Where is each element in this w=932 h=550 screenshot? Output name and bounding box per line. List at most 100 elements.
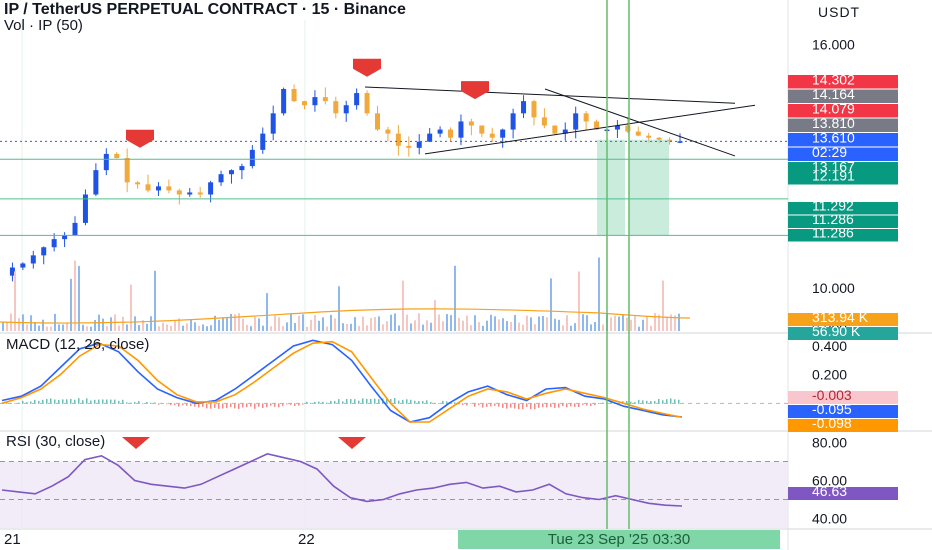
volume-bar <box>226 317 228 331</box>
macd-histogram-bar <box>398 400 400 404</box>
macd-histogram-bar <box>502 403 504 408</box>
macd-histogram-bar <box>30 401 32 404</box>
volume-bar <box>102 318 104 331</box>
macd-histogram-bar <box>626 400 628 404</box>
macd-histogram-bar <box>514 403 516 409</box>
macd-histogram-bar <box>34 399 36 404</box>
volume-bar <box>570 325 572 331</box>
candle-body <box>448 129 454 138</box>
volume-bar <box>418 313 420 331</box>
drawing-tools <box>0 0 788 529</box>
currency-label[interactable]: USDT <box>818 4 861 20</box>
candle-body <box>322 97 328 102</box>
candle-body <box>176 190 182 195</box>
macd-histogram-bar <box>50 398 52 404</box>
volume-bar <box>198 325 200 331</box>
macd-histogram-bar <box>106 399 108 404</box>
volume-bar <box>490 314 492 331</box>
macd-histogram-bar <box>494 403 496 406</box>
volume-bar <box>386 321 388 331</box>
candle-body <box>395 133 401 146</box>
candle-body <box>197 192 203 195</box>
candle-body <box>20 263 26 268</box>
x-axis-label-22: 22 <box>298 531 315 548</box>
volume-bar <box>526 315 528 331</box>
macd-histogram-bar <box>550 403 552 407</box>
volume-bar <box>106 326 108 331</box>
volume-bar <box>462 320 464 331</box>
volume-bar <box>246 324 248 331</box>
down-arrow-icon <box>461 81 489 100</box>
volume-bar <box>18 318 20 331</box>
macd-histogram-bar <box>486 403 488 407</box>
volume-bar <box>270 326 272 331</box>
macd-histogram-bar <box>238 403 240 409</box>
macd-histogram-bar <box>526 403 528 407</box>
volume-bar <box>310 319 312 331</box>
volume-bar <box>594 321 596 331</box>
macd-histogram-bar <box>410 399 412 404</box>
macd-tick-label: 0.200 <box>812 367 847 383</box>
candle-body <box>479 125 485 134</box>
macd-histogram-bar <box>102 399 104 404</box>
volume-bar <box>262 325 264 331</box>
macd-histogram-bar <box>190 403 192 406</box>
candle-body <box>291 88 297 102</box>
volume-bar <box>370 318 372 331</box>
candle-body <box>468 121 474 126</box>
macd-histogram-bar <box>82 400 84 404</box>
macd-histogram-bar <box>546 403 548 408</box>
macd-histogram-bar <box>134 401 136 404</box>
candle-body <box>301 101 307 106</box>
volume-bar <box>234 314 236 331</box>
macd-histogram-bar <box>662 400 664 404</box>
volume-bar <box>150 316 152 331</box>
volume-bar <box>494 316 496 331</box>
volume-bar <box>78 265 80 331</box>
price-tag-label: 11.286 <box>812 225 854 241</box>
macd-histogram-bar <box>570 403 572 407</box>
macd-histogram-bar <box>294 403 296 407</box>
price-tag-box <box>788 171 898 185</box>
macd-histogram-bar <box>342 401 344 404</box>
candle-body <box>437 129 443 134</box>
candle-body <box>573 113 579 130</box>
volume-bar <box>626 317 628 331</box>
macd-histogram-bar <box>138 400 140 404</box>
candle-body <box>489 133 495 138</box>
macd-histogram-bar <box>658 399 660 404</box>
candle-body <box>41 247 47 256</box>
macd-histogram-bar <box>126 402 128 404</box>
macd-histogram-bar <box>318 401 320 404</box>
candle-body <box>218 174 224 183</box>
volume-bar <box>122 316 124 331</box>
volume-bar <box>158 326 160 331</box>
macd-histogram-bar <box>158 403 160 405</box>
macd-histogram-bar <box>554 403 556 408</box>
volume-bar <box>518 322 520 331</box>
macd-histogram-bar <box>542 403 544 408</box>
macd-histogram-bar <box>322 401 324 404</box>
rsi-tag-label: 46.63 <box>812 483 847 499</box>
volume-label: Vol · IP (50) <box>4 17 83 34</box>
highlight-zone <box>597 139 625 236</box>
macd-histogram-bar <box>418 400 420 404</box>
volume-bar <box>458 317 460 331</box>
volume-bar <box>330 314 332 331</box>
volume-bar <box>550 278 552 331</box>
macd-histogram-bar <box>258 403 260 407</box>
macd-histogram-bar <box>378 399 380 404</box>
macd-tag-label: -0.095 <box>812 401 852 417</box>
volume-bar <box>598 257 600 331</box>
candle-body <box>531 101 537 118</box>
macd-histogram-bar <box>110 399 112 404</box>
volume-bar <box>622 314 624 331</box>
price-tag-box <box>788 104 898 118</box>
volume-bar <box>470 325 472 331</box>
volume-bar <box>410 323 412 331</box>
price-tag-box <box>788 229 898 242</box>
volume-bar <box>134 316 136 331</box>
down-arrow-icon <box>338 437 366 449</box>
price-tag-label: 11.292 <box>812 198 854 214</box>
